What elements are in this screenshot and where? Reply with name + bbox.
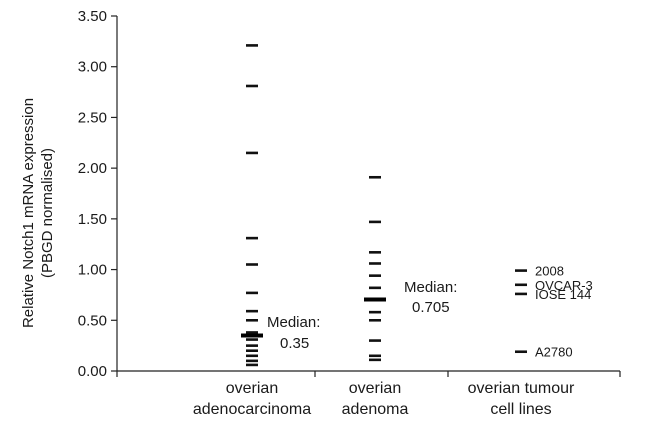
cell-line-label: A2780 — [535, 345, 573, 360]
x-category-label: cell lines — [490, 401, 551, 418]
median-value: 0.35 — [280, 335, 309, 352]
median-value: 0.705 — [412, 299, 450, 316]
y-axis-title-line-2: (PBGD normalised) — [39, 148, 56, 278]
y-tick-label: 2.50 — [78, 109, 107, 126]
x-category-label: overian — [226, 380, 278, 397]
x-category-label: adenoma — [342, 401, 409, 418]
y-tick-label: 3.50 — [78, 8, 107, 25]
y-tick-label: 0.00 — [78, 363, 107, 380]
cell-line-label: 2008 — [535, 264, 564, 279]
x-category-label: overian tumour — [468, 380, 575, 397]
cell-line-label: OVCAR-3 — [535, 278, 593, 293]
y-tick-label: 1.00 — [78, 262, 107, 279]
y-axis-title: Relative Notch1 mRNA expression (PBGD no… — [20, 98, 56, 328]
y-tick-label: 0.50 — [78, 312, 107, 329]
median-label: Median: — [267, 314, 320, 331]
x-category-label: adenocarcinoma — [193, 401, 311, 418]
y-axis-ticks: 0.00 0.50 1.00 1.50 2.00 2.50 3.00 3.50 — [78, 8, 117, 380]
data-points — [246, 44, 527, 367]
y-tick-label: 2.00 — [78, 160, 107, 177]
median-label: Median: — [404, 279, 457, 296]
x-axis-ticks: overian adenocarcinoma overian adenoma overi… — [116, 371, 621, 418]
y-tick-label: 3.00 — [78, 59, 107, 76]
y-axis-title-line-1: Relative Notch1 mRNA expression — [20, 98, 37, 328]
cell-line-label: IOSE 144 — [535, 287, 591, 302]
y-tick-label: 1.50 — [78, 211, 107, 228]
x-category-label: overian — [349, 380, 401, 397]
